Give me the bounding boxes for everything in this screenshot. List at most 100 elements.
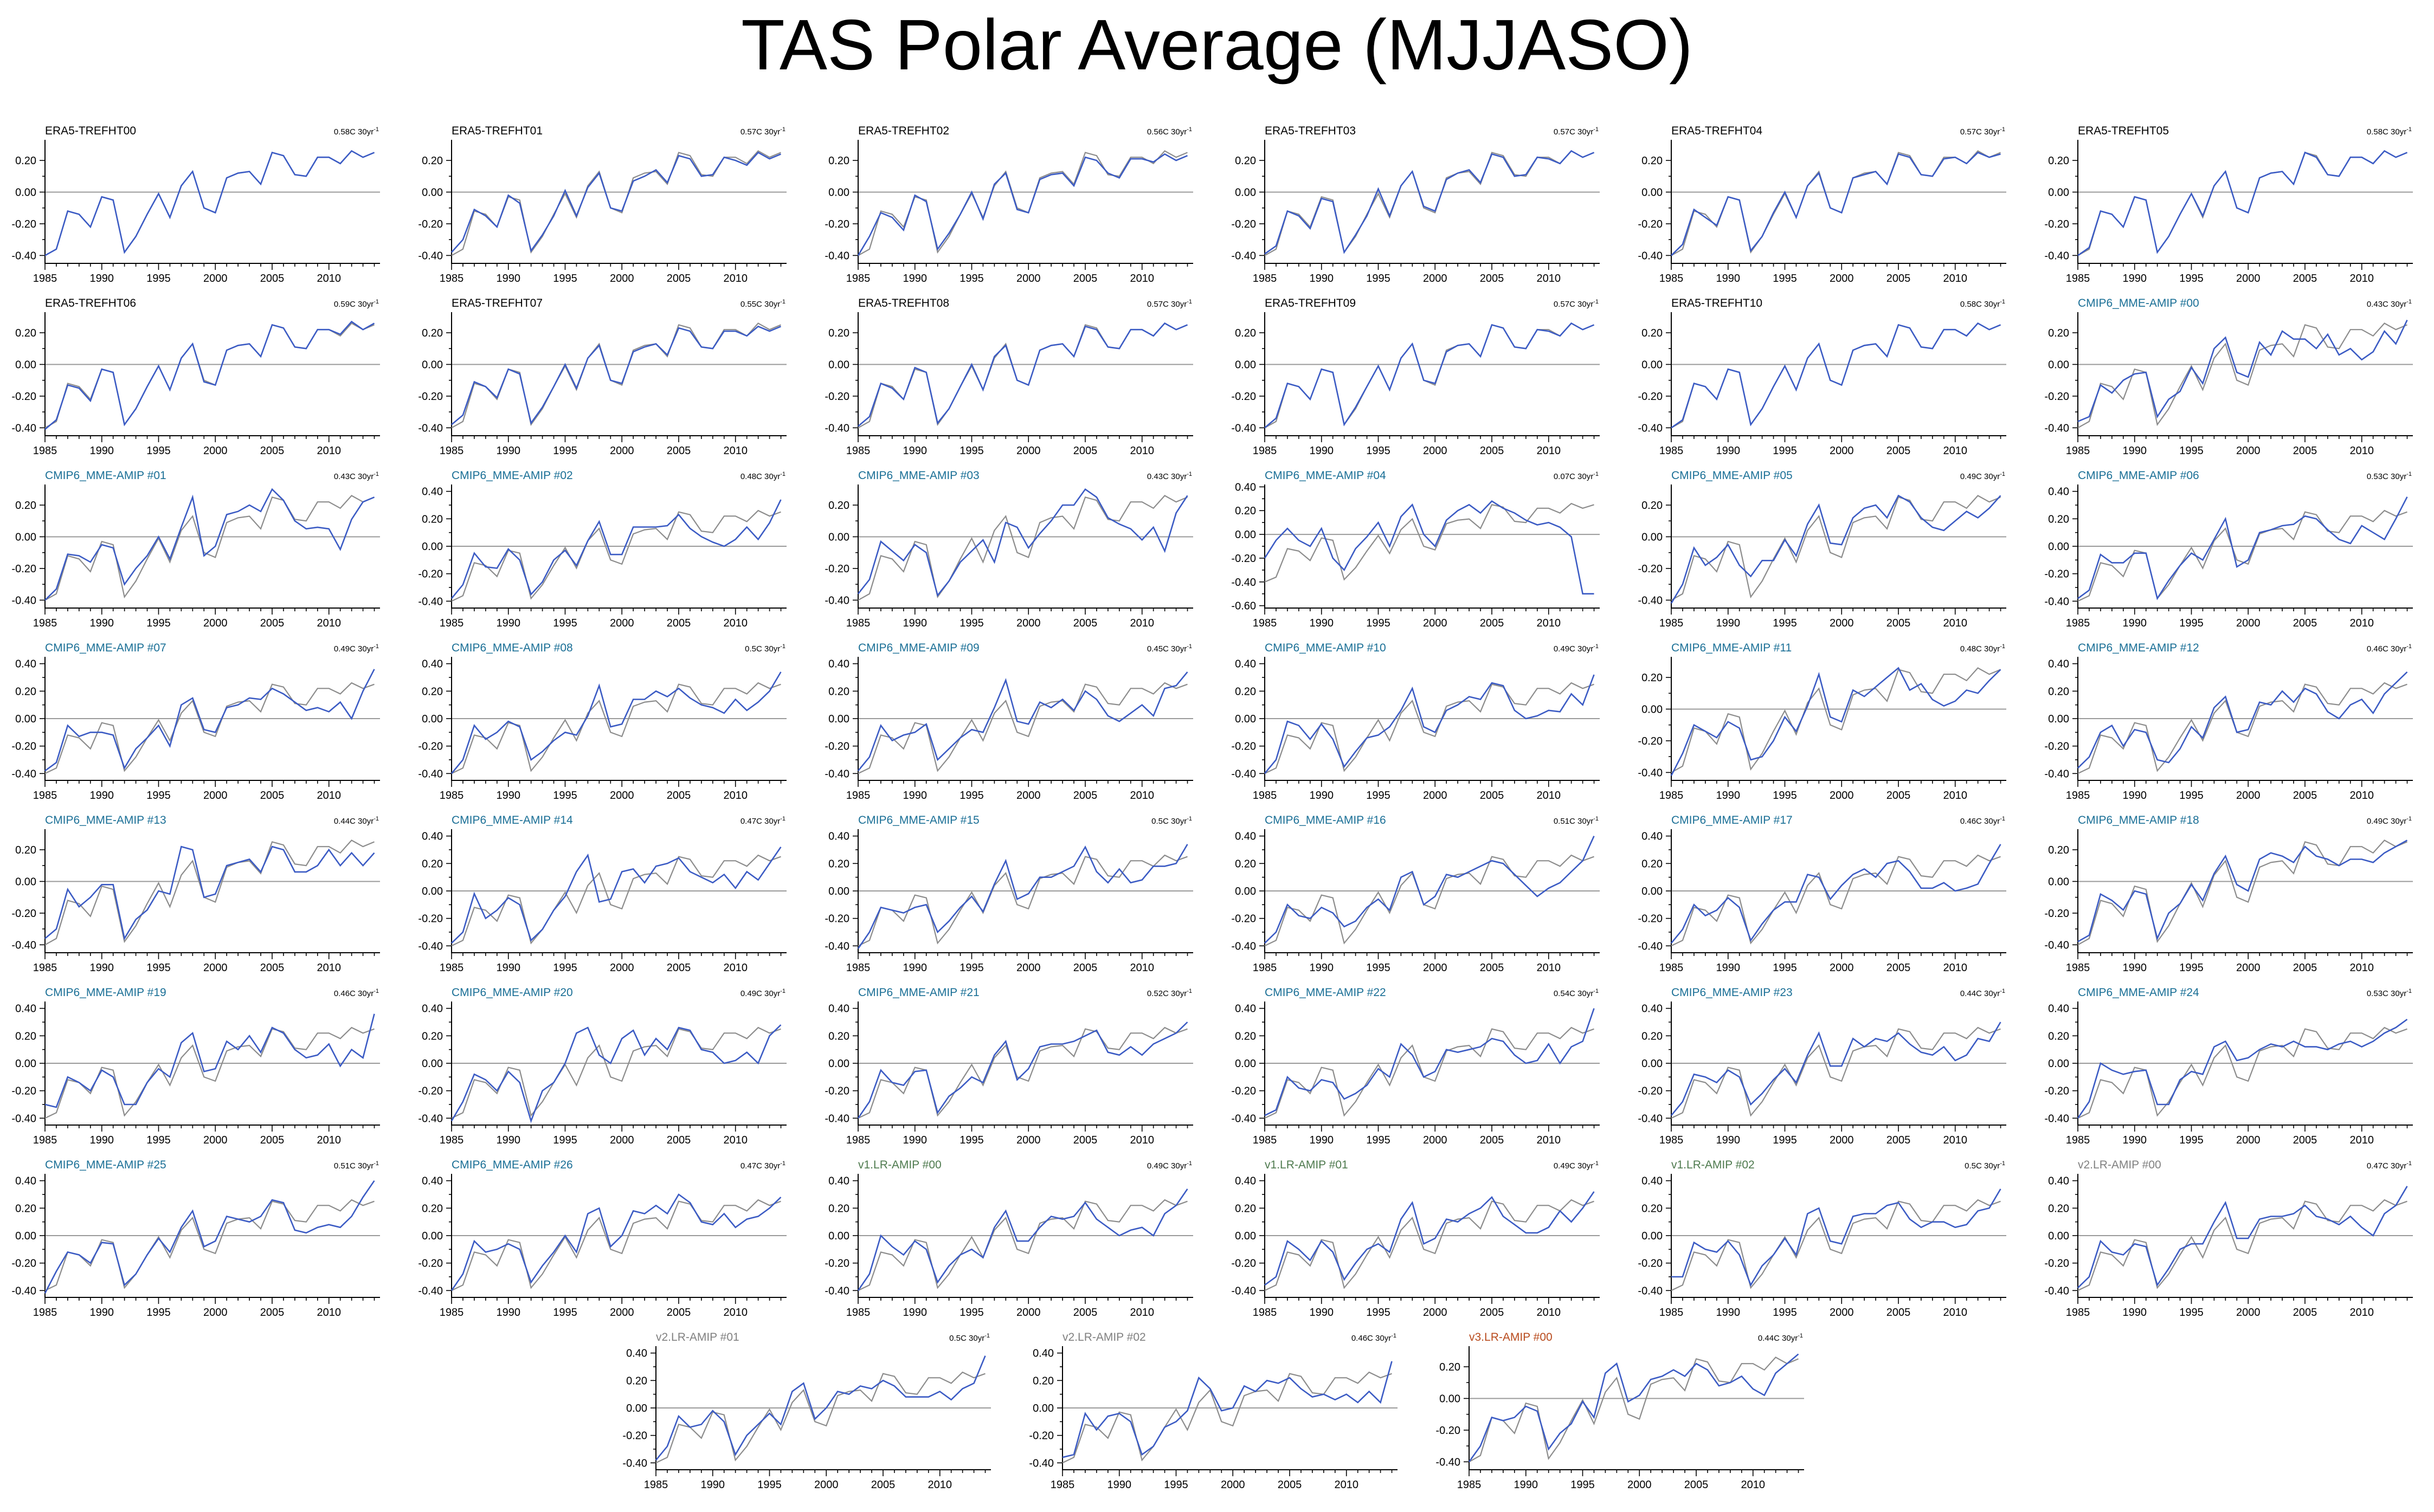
reference-series-line xyxy=(858,682,1188,774)
panel-title: CMIP6_MME-AMIP #05 xyxy=(1671,469,1793,482)
x-tick-label: 1990 xyxy=(89,962,114,974)
y-tick-label: 0.00 xyxy=(1033,1403,1054,1414)
trend-exponent: -1 xyxy=(2000,126,2005,133)
y-tick-label: -0.40 xyxy=(1231,940,1256,952)
panel-05: ERA5-TREFHT05 0.58C 30yr-1 1985 1990 1995 200… xyxy=(2044,125,2413,285)
x-tick-label: 1995 xyxy=(1773,273,1797,285)
x-tick-label: 2005 xyxy=(260,790,285,802)
y-tick-label: -0.20 xyxy=(825,913,849,925)
x-tick-label: 1995 xyxy=(2179,1134,2204,1146)
y-tick-label: -0.20 xyxy=(1231,741,1256,753)
y-tick-label: -0.40 xyxy=(1435,1456,1460,1468)
x-tick-label: 2005 xyxy=(260,273,285,285)
panel-title: CMIP6_MME-AMIP #06 xyxy=(2078,469,2199,482)
trend-label: 0.48C 30yr-1 xyxy=(740,471,785,481)
x-tick-label: 1985 xyxy=(1253,617,1277,629)
y-tick-label: 0.00 xyxy=(422,713,443,725)
panel-09: ERA5-TREFHT09 0.57C 30yr-1 1985 1990 1995 200… xyxy=(1231,297,1600,457)
x-tick-label: 1990 xyxy=(1716,790,1740,802)
y-tick-label: 0.20 xyxy=(1235,327,1256,339)
x-tick-label: 2005 xyxy=(1480,273,1504,285)
x-tick-label: 1995 xyxy=(1773,1134,1797,1146)
trend-label: 0.5C 30yr-1 xyxy=(949,1333,990,1343)
panel-title: v1.LR-AMIP #00 xyxy=(858,1159,942,1171)
panel-title: ERA5-TREFHT10 xyxy=(1671,297,1762,309)
x-tick-label: 2000 xyxy=(1423,273,1447,285)
panel-title: ERA5-TREFHT09 xyxy=(1265,297,1356,309)
x-tick-label: 1990 xyxy=(2122,445,2147,457)
member-series-line xyxy=(44,669,375,772)
y-tick-label: 0.00 xyxy=(828,713,849,725)
trend-exponent: -1 xyxy=(2000,988,2005,994)
y-tick-label: -0.20 xyxy=(418,568,443,580)
x-tick-label: 1995 xyxy=(553,790,577,802)
x-tick-label: 1985 xyxy=(440,617,464,629)
y-tick-label: 0.40 xyxy=(422,1003,443,1015)
y-tick-label: -0.40 xyxy=(1638,940,1663,952)
x-tick-label: 2005 xyxy=(1886,790,1911,802)
x-tick-label: 2000 xyxy=(203,1307,228,1319)
trend-label: 0.52C 30yr-1 xyxy=(1147,988,1192,998)
x-tick-label: 2000 xyxy=(610,617,634,629)
trend-label: 0.43C 30yr-1 xyxy=(1147,471,1192,481)
x-tick-label: 2000 xyxy=(610,273,634,285)
y-tick-label: 0.00 xyxy=(2048,713,2069,725)
x-tick-label: 1995 xyxy=(2179,962,2204,974)
trend-label: 0.43C 30yr-1 xyxy=(334,471,379,481)
trend-label: 0.51C 30yr-1 xyxy=(334,1160,379,1171)
member-series-line xyxy=(44,1180,375,1294)
x-tick-label: 2010 xyxy=(1536,1307,1561,1319)
x-tick-label: 1985 xyxy=(2066,617,2090,629)
panel-34: CMIP6_MME-AMIP #23 0.44C 30yr-1 1985 1990 19… xyxy=(1638,986,2006,1146)
y-tick-label: 0.40 xyxy=(1033,1348,1054,1360)
member-series-line xyxy=(44,1013,375,1108)
y-tick-label: -0.40 xyxy=(825,768,849,780)
trend-label: 0.57C 30yr-1 xyxy=(1554,126,1599,137)
y-tick-label: 0.20 xyxy=(422,513,443,525)
x-tick-label: 2010 xyxy=(1130,445,1154,457)
trend-label: 0.58C 30yr-1 xyxy=(1960,299,2005,309)
panel-title: CMIP6_MME-AMIP #26 xyxy=(452,1159,573,1171)
trend-exponent: -1 xyxy=(1593,643,1599,650)
member-series-line xyxy=(1670,667,2001,776)
member-series-line xyxy=(44,150,375,256)
reference-series-line xyxy=(1671,667,2001,773)
reference-series-line xyxy=(2077,839,2407,946)
x-tick-label: 1985 xyxy=(33,273,57,285)
reference-series-line xyxy=(451,1199,781,1291)
x-tick-label: 1990 xyxy=(89,617,114,629)
member-series-line xyxy=(1671,1188,2001,1287)
y-tick-label: 0.40 xyxy=(15,1175,36,1187)
x-tick-label: 1990 xyxy=(1309,617,1334,629)
x-tick-label: 2000 xyxy=(1830,790,1854,802)
x-tick-label: 1985 xyxy=(1253,1134,1277,1146)
panel-41: v2.LR-AMIP #00 0.47C 30yr-1 1985 1990 1995 20… xyxy=(2044,1159,2413,1319)
y-tick-label: -0.40 xyxy=(418,1113,443,1125)
x-tick-label: 1995 xyxy=(1773,962,1797,974)
x-tick-label: 1985 xyxy=(1659,617,1684,629)
y-tick-label: 0.40 xyxy=(422,486,443,498)
x-tick-label: 2000 xyxy=(1016,617,1041,629)
panel-10: ERA5-TREFHT10 0.58C 30yr-1 1985 1990 1995 200… xyxy=(1638,297,2006,457)
y-tick-label: -0.60 xyxy=(1231,600,1256,612)
panel-40: v1.LR-AMIP #02 0.5C 30yr-1 1985 1990 1995 200… xyxy=(1638,1159,2006,1319)
y-tick-label: 0.40 xyxy=(1235,658,1256,670)
y-tick-label: -0.40 xyxy=(622,1457,647,1469)
y-tick-label: 0.00 xyxy=(1641,703,1663,715)
y-tick-label: 0.00 xyxy=(1641,1058,1663,1070)
panel-03: ERA5-TREFHT03 0.57C 30yr-1 1985 1990 1995 200… xyxy=(1231,125,1600,285)
x-tick-label: 1990 xyxy=(1716,617,1740,629)
panel-15: CMIP6_MME-AMIP #04 0.07C 30yr-1 1985 1990 19… xyxy=(1231,469,1600,629)
y-tick-label: -0.40 xyxy=(825,1285,849,1297)
x-tick-label: 1995 xyxy=(1366,445,1390,457)
panel-36: CMIP6_MME-AMIP #25 0.51C 30yr-1 1985 1990 19… xyxy=(11,1159,380,1319)
y-tick-label: -0.20 xyxy=(1638,1258,1663,1270)
panel-title: CMIP6_MME-AMIP #22 xyxy=(1265,986,1386,999)
x-tick-label: 2005 xyxy=(667,1307,691,1319)
y-tick-label: -0.20 xyxy=(11,218,36,230)
panel-18: CMIP6_MME-AMIP #07 0.49C 30yr-1 1985 1990 19… xyxy=(11,642,380,802)
reference-series-line xyxy=(1264,322,1594,429)
reference-series-line xyxy=(655,1371,986,1464)
member-series-line xyxy=(450,1193,782,1291)
x-tick-label: 2010 xyxy=(1943,273,1967,285)
